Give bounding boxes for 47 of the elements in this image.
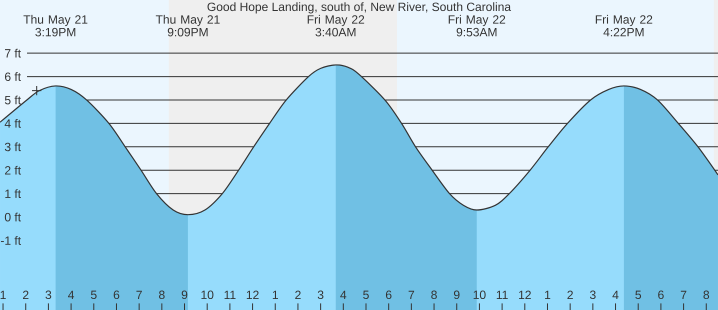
x-tick-label: 6 bbox=[658, 290, 664, 300]
x-tick-label: 7 bbox=[680, 290, 686, 300]
annotation: Fri May 22 3:40AM bbox=[308, 14, 364, 36]
x-tick-label: 4 bbox=[612, 290, 619, 300]
x-tick-label: 9 bbox=[182, 290, 188, 300]
x-tick-label: 8 bbox=[431, 290, 437, 300]
y-tick-label: 2 ft bbox=[5, 166, 21, 175]
x-tick-label: 8 bbox=[703, 290, 710, 300]
y-tick-label: 5 ft bbox=[4, 96, 21, 104]
x-tick-label: 8 bbox=[159, 290, 165, 300]
annotation: Fri May 22 4:22PM bbox=[596, 14, 652, 36]
y-tick-label: 7 ft bbox=[5, 48, 21, 58]
x-tick-label: 1 bbox=[545, 290, 550, 300]
y-tick-label: -1 ft bbox=[0, 236, 21, 245]
x-tick-label: 5 bbox=[363, 290, 369, 300]
y-tick-label: 0 ft bbox=[4, 212, 21, 222]
y-tick-label: 3 ft bbox=[4, 142, 21, 152]
x-tick-label: 12 bbox=[519, 290, 531, 300]
x-tick-label: 6 bbox=[114, 290, 120, 300]
x-tick-label: 3 bbox=[318, 290, 324, 300]
x-tick-label: 4 bbox=[340, 290, 346, 300]
x-tick-label: 2 bbox=[567, 290, 573, 300]
x-tick-label: 3 bbox=[46, 290, 52, 300]
x-tick-label: 9 bbox=[454, 290, 460, 300]
annotation: Thu May 21 9:09PM bbox=[156, 14, 220, 36]
x-tick-label: 6 bbox=[386, 290, 392, 300]
x-tick-label: 11 bbox=[496, 290, 508, 300]
x-tick-label: 10 bbox=[201, 290, 214, 300]
x-tick-label: 5 bbox=[635, 290, 642, 300]
x-tick-label: 2 bbox=[22, 290, 28, 300]
x-tick-label: 10 bbox=[474, 290, 486, 300]
x-tick-label: 3 bbox=[590, 290, 596, 300]
x-tick-label: 7 bbox=[408, 290, 414, 300]
x-tick-label: 11 bbox=[224, 290, 236, 300]
x-tick-label: 5 bbox=[90, 290, 97, 300]
x-tick-label: 4 bbox=[68, 290, 74, 300]
y-tick-label: 4 ft bbox=[4, 119, 21, 128]
y-tick-label: 6 ft bbox=[5, 72, 21, 81]
x-tick-label: 7 bbox=[136, 290, 142, 300]
x-tick-label: 1 bbox=[272, 290, 278, 300]
x-tick-label: 1 bbox=[0, 290, 6, 300]
chart-title: Good Hope Landing, south of, New River, South Carolina bbox=[208, 2, 512, 14]
annotation: Fri May 22 9:53AM bbox=[448, 14, 506, 36]
annotation: Thu May 21 3:19PM bbox=[24, 14, 88, 36]
y-tick-label: 1 ft bbox=[5, 189, 21, 198]
x-tick-label: 12 bbox=[246, 290, 259, 300]
x-tick-label: 2 bbox=[295, 290, 301, 300]
